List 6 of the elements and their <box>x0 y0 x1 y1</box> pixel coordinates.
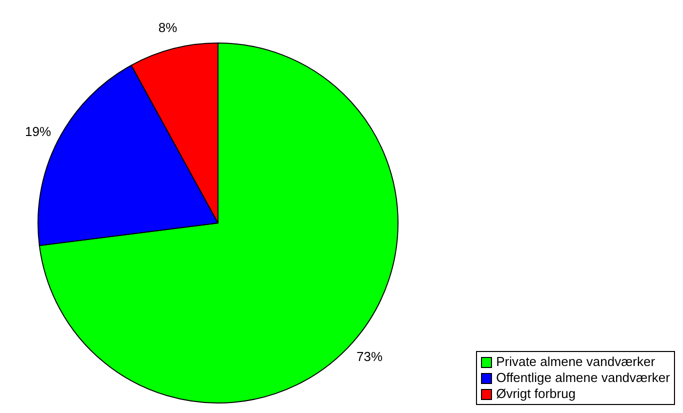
legend-label: Offentlige almene vandværker <box>496 370 670 386</box>
legend-label: Øvrigt forbrug <box>496 386 576 402</box>
data-label: 8% <box>158 20 178 35</box>
legend-label: Private almene vandværker <box>496 354 656 370</box>
data-label: 19% <box>25 124 52 139</box>
data-label: 73% <box>356 349 383 364</box>
